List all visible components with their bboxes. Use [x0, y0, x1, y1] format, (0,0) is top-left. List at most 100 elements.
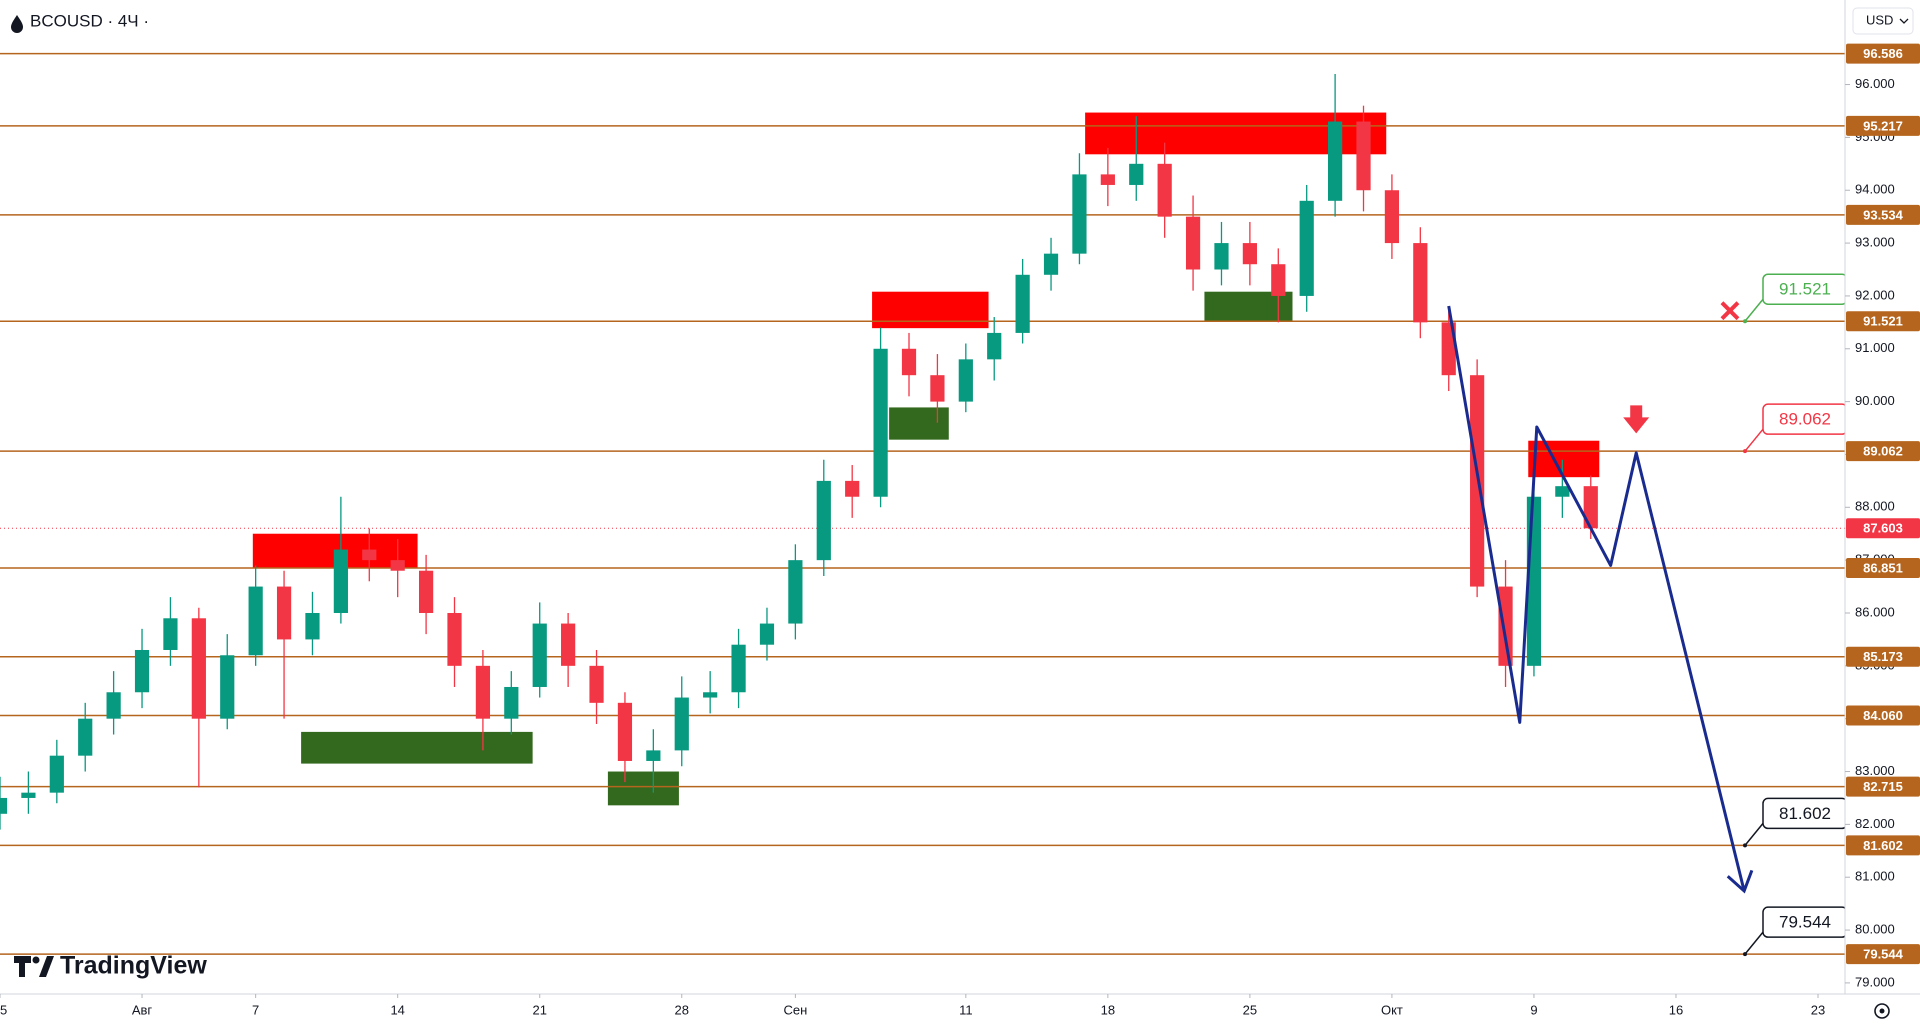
level-label: 93.534 [1863, 207, 1904, 222]
logo-mark [14, 956, 31, 977]
cross-marker [1720, 301, 1740, 321]
candle-body [873, 348, 888, 497]
last-price-label-bg [1846, 518, 1920, 539]
callout-anchor [1743, 952, 1747, 957]
symbol-title[interactable]: BCOUSD · 4Ч · [30, 11, 149, 30]
candle-body [1384, 190, 1400, 244]
y-tick-label: 80.000 [1855, 921, 1895, 936]
axes: 79.00080.00081.00082.00083.00084.00085.0… [0, 43, 1920, 1017]
level-label: 79.544 [1863, 947, 1904, 962]
callout-pointer [1744, 931, 1764, 955]
price-axis-panel [1845, 0, 1920, 1028]
callout-label: 81.602 [1779, 804, 1831, 823]
level-label: 81.602 [1863, 838, 1903, 853]
candle-body [1498, 586, 1513, 666]
y-tick-label: 90.000 [1855, 393, 1895, 408]
supply-zone [872, 291, 989, 329]
candle-body [220, 655, 235, 719]
candle-body [1015, 274, 1030, 333]
candle-body [0, 797, 8, 814]
level-label-bg [1846, 311, 1920, 332]
settings-icon-dot[interactable] [1879, 1008, 1885, 1014]
callout-anchor [1743, 319, 1747, 324]
candle-body [1185, 216, 1201, 270]
last-price-label: 87.603 [1863, 521, 1903, 536]
symbol-icon [11, 15, 23, 33]
y-tick-label: 83.000 [1855, 763, 1895, 778]
x-tick-label: 14 [390, 1002, 404, 1017]
candle-body [1583, 486, 1598, 529]
x-tick-label: 21 [532, 1002, 546, 1017]
level-label-bg [1846, 204, 1920, 225]
level-label: 95.217 [1863, 118, 1903, 133]
candle-body [1242, 243, 1257, 265]
level-label-bg [1846, 646, 1920, 667]
candle-body [674, 697, 689, 751]
x-tick-label: 23 [1811, 1002, 1825, 1017]
level-label: 86.851 [1863, 560, 1903, 575]
currency-button[interactable]: USD [1866, 12, 1893, 27]
candle-body [845, 480, 860, 497]
x-tick-label: 11 [959, 1002, 973, 1017]
candle-body [504, 686, 519, 719]
candle-body [589, 665, 604, 703]
level-label-bg [1846, 705, 1920, 726]
candle-body [1555, 486, 1570, 497]
brand-logo: TradingView [14, 952, 207, 980]
candle-body [78, 718, 93, 756]
candle-body [1271, 264, 1286, 296]
candle-body [362, 549, 377, 561]
y-tick-label: 88.000 [1855, 499, 1895, 514]
candle-body [1100, 174, 1115, 185]
candle-body [276, 586, 292, 640]
candle-body [248, 586, 263, 656]
x-tick-label: 28 [675, 1002, 689, 1017]
currency-caret[interactable] [1899, 18, 1909, 24]
candle-body [759, 623, 775, 645]
settings-icon[interactable] [1874, 1003, 1890, 1019]
candle-body [901, 348, 917, 376]
callout-label: 91.521 [1779, 280, 1831, 299]
candle-body [191, 618, 206, 719]
level-label: 85.173 [1863, 649, 1903, 664]
candle-body [475, 665, 491, 719]
callout-label: 89.062 [1779, 410, 1831, 429]
y-tick-label: 79.000 [1855, 974, 1895, 989]
forecast-arrowhead [1726, 869, 1754, 894]
candle-body [1214, 243, 1229, 270]
candle-body [617, 702, 633, 761]
candle-body [49, 755, 64, 793]
y-tick-label: 86.000 [1855, 604, 1895, 619]
level-label: 91.521 [1863, 314, 1903, 329]
candle-body [958, 359, 973, 402]
x-tick-label: 7 [252, 1002, 259, 1017]
x-tick-label: 18 [1101, 1002, 1115, 1017]
demand-zone [889, 407, 949, 440]
candle-body [447, 612, 462, 666]
candle-body [1043, 253, 1059, 275]
level-label-bg [1846, 944, 1920, 965]
candle-body [134, 649, 150, 693]
y-tick-label: 93.000 [1855, 235, 1895, 250]
currency-button-bg[interactable] [1852, 7, 1914, 35]
brand-name: TradingView [60, 952, 207, 980]
callout-pointer [1744, 298, 1764, 322]
demand-zone [301, 731, 533, 764]
candle-body [561, 623, 576, 666]
x-tick-label: 16 [1669, 1002, 1683, 1017]
candle-body [1157, 163, 1172, 217]
level-label: 84.060 [1863, 708, 1903, 723]
candle-body [788, 560, 803, 624]
level-label-bg [1846, 441, 1920, 462]
candle-body [1072, 174, 1087, 254]
callout-pointer [1744, 822, 1764, 846]
x-tick-label: 25 [1243, 1002, 1257, 1017]
level-label-bg [1846, 776, 1920, 797]
x-tick-label: Сен [783, 1002, 807, 1017]
time-axis-panel [0, 994, 1920, 1028]
candle-body [532, 623, 547, 687]
candle-body [106, 692, 121, 719]
candle-body [390, 560, 405, 571]
